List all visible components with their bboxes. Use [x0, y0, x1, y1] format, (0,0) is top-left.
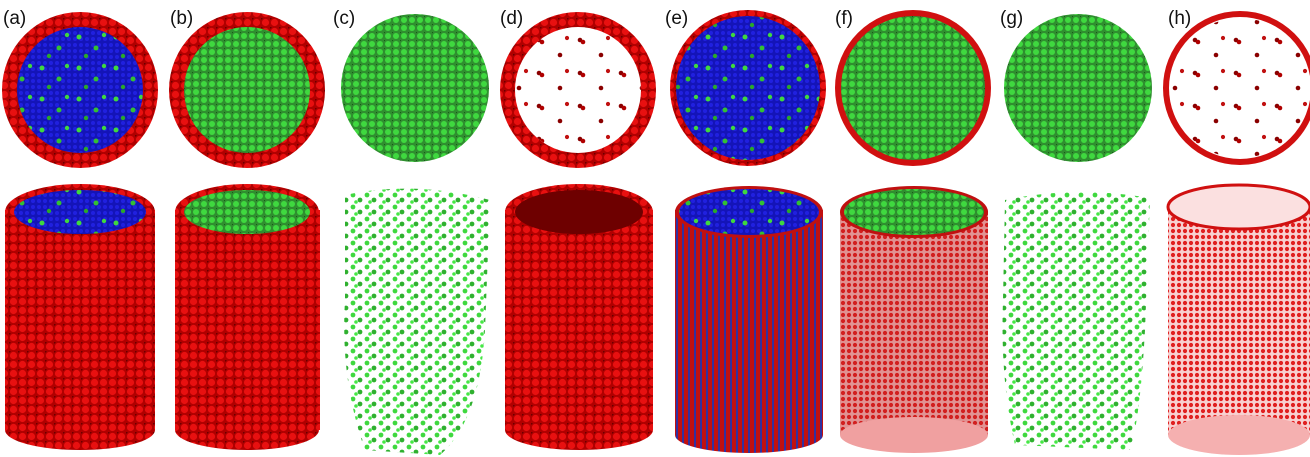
panel-label: (b): [170, 8, 193, 29]
core: [1004, 14, 1152, 162]
cylinder-base: [1168, 415, 1310, 455]
cylinder-top: [844, 189, 984, 235]
panel-label: (f): [835, 8, 853, 29]
core: [184, 27, 310, 153]
figure: (a) (b) (c) (d) (e): [0, 0, 1310, 457]
panel-label: (e): [665, 8, 688, 29]
speckles: [14, 190, 146, 234]
cylinder: [1168, 205, 1310, 435]
panel-h: (h): [1166, 8, 1310, 455]
cylinder-base: [505, 410, 653, 450]
speckles: [1170, 18, 1310, 158]
cylinder-base: [840, 417, 988, 453]
speckles: [676, 16, 820, 160]
cloud: [1003, 192, 1151, 450]
panel-label: (c): [333, 8, 355, 29]
panel-label: (h): [1168, 8, 1191, 29]
cylinder: [505, 210, 653, 430]
speckles: [515, 27, 641, 153]
panel-a: (a): [2, 8, 158, 450]
core: [841, 16, 985, 160]
panel-label: (g): [1000, 8, 1023, 29]
speckles: [679, 189, 819, 235]
cylinder-top: [184, 190, 310, 234]
core: [341, 14, 489, 162]
page: {"panels": [{"label": "(a)"}, {"label": …: [0, 0, 1310, 457]
cylinder-base: [675, 417, 823, 453]
cylinder-top: [515, 190, 643, 234]
panel-c: (c): [333, 8, 490, 455]
panel-g: (g): [1000, 8, 1152, 450]
panel-label: (a): [3, 8, 26, 29]
panel-b: (b): [169, 8, 325, 450]
speckles: [17, 27, 143, 153]
cylinder-base: [5, 410, 155, 450]
cylinder: [175, 210, 320, 430]
panel-d: (d): [500, 8, 656, 450]
cylinder-base: [175, 410, 319, 450]
panel-f: (f): [835, 8, 991, 453]
cloud: [344, 189, 490, 455]
panel-label: (d): [500, 8, 523, 29]
cylinder-top: [1168, 185, 1310, 229]
cylinder: [5, 210, 155, 430]
cylinder-shade: [840, 210, 988, 435]
cylinder: [675, 210, 823, 435]
panel-e: (e): [665, 8, 826, 453]
